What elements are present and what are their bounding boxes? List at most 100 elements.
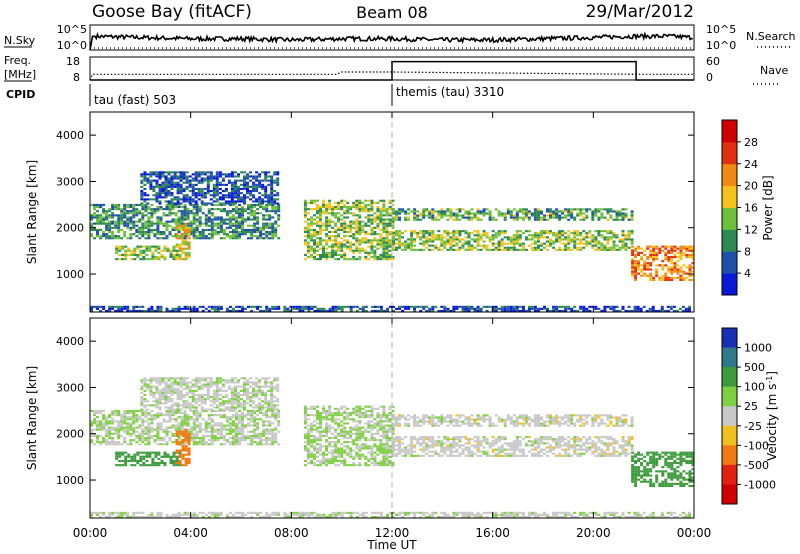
power-cell	[637, 247, 641, 250]
power-cell	[618, 212, 622, 215]
velocity-cell	[334, 437, 338, 440]
power-cell	[144, 222, 148, 225]
power-cell	[139, 253, 143, 256]
power-cell	[307, 305, 311, 308]
power-cell	[634, 272, 638, 275]
power-cell	[431, 244, 435, 247]
power-cell	[440, 214, 444, 217]
power-cell	[183, 214, 187, 217]
velocity-cell	[271, 416, 275, 419]
power-cell	[431, 238, 435, 241]
velocity-cell	[165, 441, 169, 444]
power-cell	[455, 216, 459, 219]
power-cell	[215, 181, 219, 184]
power-cell	[118, 249, 122, 252]
power-cell	[325, 203, 329, 206]
power-cell	[173, 198, 177, 201]
velocity-cell	[127, 453, 131, 456]
power-cell	[187, 253, 191, 256]
velocity-cell	[192, 420, 196, 423]
power-cell	[570, 309, 574, 312]
power-cell	[162, 237, 166, 240]
power-cell	[120, 228, 124, 231]
power-cell	[156, 309, 160, 312]
velocity-cell	[328, 426, 332, 429]
power-cell	[167, 179, 171, 182]
velocity-cell	[164, 398, 168, 401]
power-cell	[241, 216, 244, 219]
power-cell	[401, 305, 405, 308]
power-cell	[358, 208, 362, 211]
velocity-cell	[240, 402, 243, 405]
power-cell	[240, 198, 243, 201]
power-cell	[352, 206, 356, 209]
power-cell	[582, 242, 586, 245]
power-cell	[264, 194, 268, 197]
power-cell	[227, 192, 231, 195]
velocity-cell	[162, 443, 166, 446]
velocity-cell	[274, 439, 278, 442]
velocity-cell	[129, 416, 133, 419]
power-cell	[355, 218, 359, 221]
power-cell	[276, 194, 280, 197]
power-cell	[277, 224, 281, 227]
power-cell	[234, 202, 237, 205]
power-cell	[268, 222, 272, 225]
velocity-cell	[191, 389, 195, 392]
velocity-cell	[316, 422, 319, 425]
power-cell	[467, 214, 471, 217]
power-cell	[270, 200, 274, 203]
power-cell	[618, 248, 622, 251]
velocity-cell	[235, 412, 238, 415]
velocity-cell	[179, 383, 183, 386]
power-cell	[184, 239, 188, 242]
power-cell	[331, 239, 335, 242]
velocity-cell	[180, 424, 184, 427]
velocity-cell	[206, 398, 210, 401]
power-cell	[591, 234, 595, 237]
power-cell	[361, 305, 365, 308]
power-cell	[243, 183, 246, 186]
power-cell	[585, 232, 589, 235]
velocity-cell	[185, 387, 189, 390]
power-cell	[159, 237, 163, 240]
power-cell	[570, 238, 574, 241]
power-cell	[425, 236, 429, 239]
velocity-cell	[198, 422, 202, 425]
velocity-cell	[250, 437, 254, 440]
power-cell	[358, 206, 362, 209]
power-cell	[96, 220, 99, 223]
power-cell	[512, 216, 516, 219]
power-cell	[603, 230, 607, 233]
velocity-cell	[261, 393, 265, 396]
power-cell	[497, 214, 501, 217]
power-cell	[171, 206, 175, 209]
power-cell	[183, 307, 187, 310]
power-cell	[661, 264, 665, 267]
power-cell	[213, 233, 217, 236]
power-cell	[322, 253, 325, 256]
velocity-cell	[306, 457, 310, 460]
velocity-cell	[191, 383, 195, 386]
power-cell	[479, 307, 483, 310]
noise-sky-trace	[89, 31, 693, 51]
power-cell	[461, 242, 465, 245]
velocity-cell	[195, 434, 199, 437]
power-cell	[274, 226, 278, 229]
power-cell	[591, 236, 595, 239]
velocity-cell	[186, 424, 190, 427]
power-cell	[649, 272, 653, 275]
power-cell	[416, 210, 420, 213]
power-cell	[322, 210, 325, 213]
velocity-cell	[218, 379, 222, 382]
power-cell	[306, 247, 310, 250]
power-cell	[234, 200, 237, 203]
power-cell	[352, 201, 356, 204]
power-cell	[343, 210, 347, 213]
velocity-cell	[268, 420, 272, 423]
power-cell	[413, 212, 417, 215]
power-cell	[277, 216, 281, 219]
velocity-cell	[225, 420, 229, 423]
power-cell	[225, 233, 229, 236]
velocity-cell	[313, 434, 316, 437]
